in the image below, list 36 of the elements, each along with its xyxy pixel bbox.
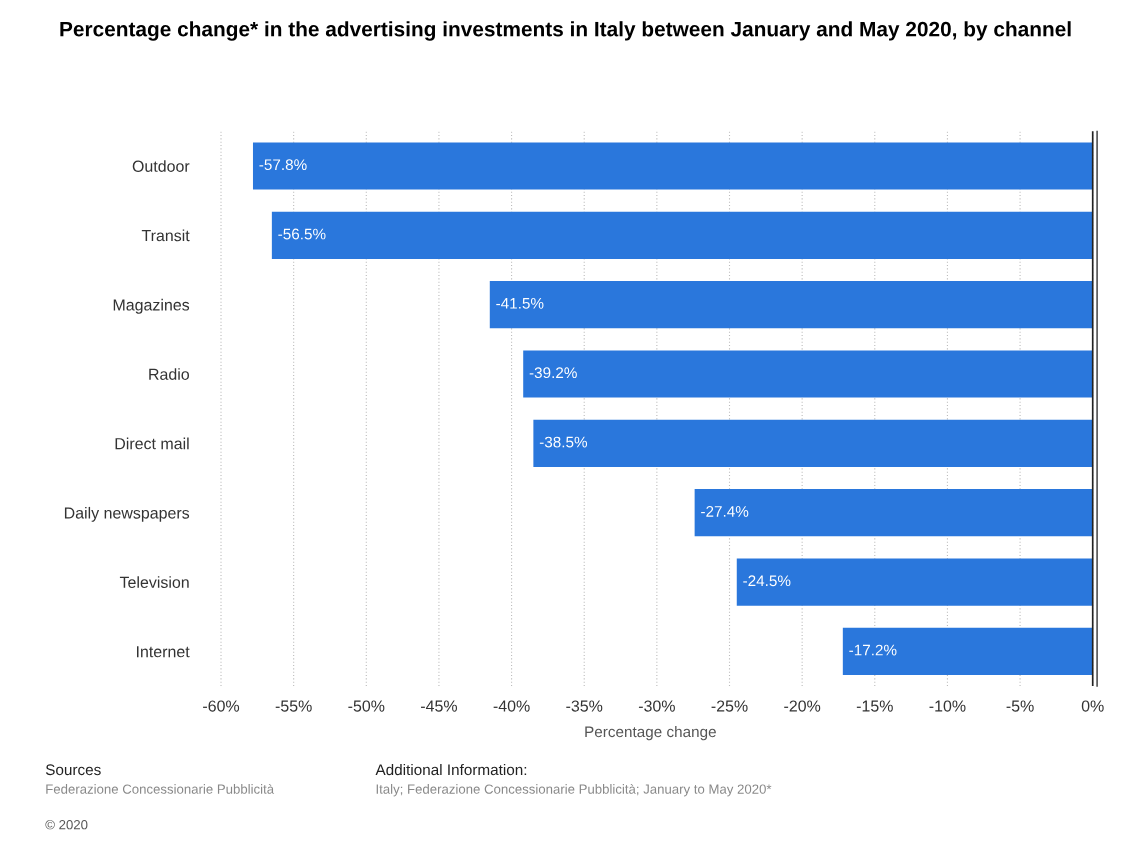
data-label: -39.2% <box>529 367 577 379</box>
text: © 2020 <box>45 820 88 830</box>
data-label: -27.4% <box>701 505 749 517</box>
x-tick-label: -60% <box>203 700 240 712</box>
data-label: -57.8% <box>259 159 307 171</box>
y-tick-label: Magazines <box>113 298 190 314</box>
x-tick-label: -5% <box>1006 700 1034 712</box>
y-tick-label: Radio <box>149 368 190 380</box>
x-tick-label: -20% <box>784 700 821 712</box>
y-tick-label: Internet <box>137 646 190 658</box>
y-tick-label: Television <box>119 576 189 588</box>
y-tick-label: Daily newspapers <box>64 506 190 522</box>
x-tick-label: 0% <box>1081 700 1104 712</box>
y-tick-label: Outdoor <box>132 160 190 172</box>
x-tick-label: -40% <box>493 700 530 712</box>
x-tick-label: -35% <box>566 700 603 712</box>
x-tick-label: -10% <box>929 700 966 712</box>
x-tick-label: -45% <box>421 700 458 712</box>
y-tick-label: Direct mail <box>115 437 189 450</box>
data-label: -38.5% <box>539 436 588 448</box>
x-tick-label: -50% <box>348 700 385 712</box>
x-tick-label: -15% <box>856 700 893 712</box>
x-tick-label: -30% <box>638 700 675 712</box>
text: Sources <box>45 764 101 776</box>
text: Italy; Federazione Concessionarie Pubblicità; January to May 2020* <box>376 783 772 797</box>
x-tick-label: -55% <box>275 700 312 712</box>
y-tick-label: Transit <box>141 229 190 242</box>
text: Additional Information: <box>375 763 527 776</box>
chart-title: Percentage change* in the advertising investments in Italy between January and May 2020, by channel <box>60 21 1071 41</box>
data-label: -41.5% <box>496 298 544 309</box>
data-label: -56.5% <box>278 228 326 240</box>
x-tick-label: -25% <box>711 700 748 712</box>
data-label: -24.5% <box>743 575 791 587</box>
data-label: -17.2% <box>849 644 897 656</box>
x-axis-title: Percentage change <box>585 725 716 741</box>
text: Federazione Concessionarie Pubblicità <box>46 783 275 794</box>
